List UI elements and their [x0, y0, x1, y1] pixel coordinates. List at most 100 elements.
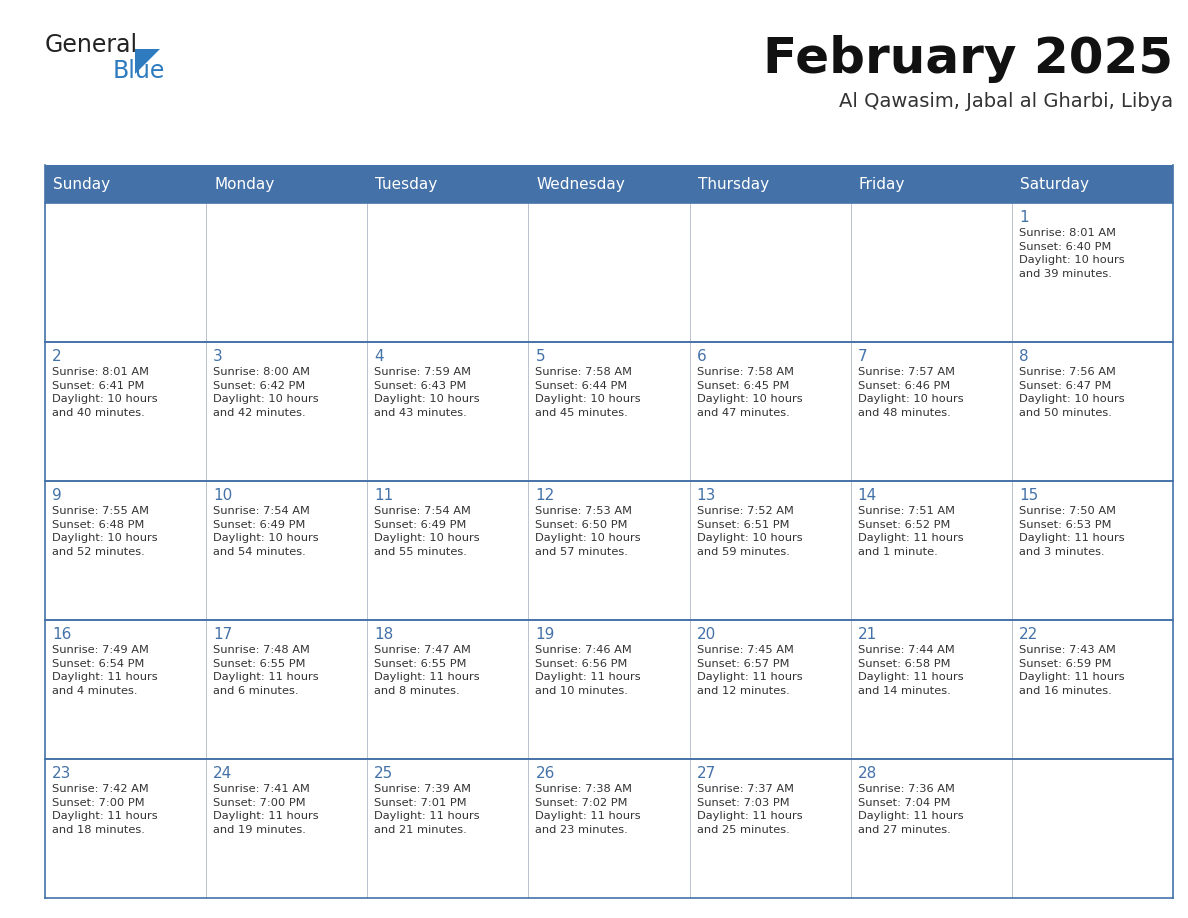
Bar [1012, 620, 1173, 759]
Bar [207, 620, 367, 759]
Bar [367, 203, 529, 342]
Text: Sunrise: 7:38 AM
Sunset: 7:02 PM
Daylight: 11 hours
and 23 minutes.: Sunrise: 7:38 AM Sunset: 7:02 PM Dayligh… [536, 784, 642, 834]
Text: Sunrise: 7:42 AM
Sunset: 7:00 PM
Daylight: 11 hours
and 18 minutes.: Sunrise: 7:42 AM Sunset: 7:00 PM Dayligh… [52, 784, 158, 834]
Text: Sunrise: 7:37 AM
Sunset: 7:03 PM
Daylight: 11 hours
and 25 minutes.: Sunrise: 7:37 AM Sunset: 7:03 PM Dayligh… [696, 784, 802, 834]
Text: 15: 15 [1019, 488, 1038, 503]
Bar [207, 759, 367, 898]
Text: 25: 25 [374, 766, 393, 781]
Text: 24: 24 [213, 766, 233, 781]
Text: Sunrise: 7:58 AM
Sunset: 6:45 PM
Daylight: 10 hours
and 47 minutes.: Sunrise: 7:58 AM Sunset: 6:45 PM Dayligh… [696, 367, 802, 418]
Text: Thursday: Thursday [697, 176, 769, 192]
Text: Sunrise: 7:48 AM
Sunset: 6:55 PM
Daylight: 11 hours
and 6 minutes.: Sunrise: 7:48 AM Sunset: 6:55 PM Dayligh… [213, 645, 318, 696]
Bar [851, 620, 1012, 759]
Bar [367, 342, 529, 481]
Bar [45, 165, 207, 203]
Text: Sunrise: 7:58 AM
Sunset: 6:44 PM
Daylight: 10 hours
and 45 minutes.: Sunrise: 7:58 AM Sunset: 6:44 PM Dayligh… [536, 367, 642, 418]
Text: 2: 2 [52, 349, 62, 364]
Text: 7: 7 [858, 349, 867, 364]
Text: 23: 23 [52, 766, 71, 781]
Bar [367, 620, 529, 759]
Bar [851, 203, 1012, 342]
Bar [529, 481, 689, 620]
Text: 26: 26 [536, 766, 555, 781]
Bar [45, 203, 207, 342]
Text: 3: 3 [213, 349, 223, 364]
Bar [367, 759, 529, 898]
Text: Sunrise: 7:56 AM
Sunset: 6:47 PM
Daylight: 10 hours
and 50 minutes.: Sunrise: 7:56 AM Sunset: 6:47 PM Dayligh… [1019, 367, 1125, 418]
Bar [689, 203, 851, 342]
Polygon shape [135, 49, 160, 74]
Text: 18: 18 [374, 627, 393, 642]
Text: Saturday: Saturday [1019, 176, 1089, 192]
Bar [689, 165, 851, 203]
Text: 5: 5 [536, 349, 545, 364]
Text: 20: 20 [696, 627, 716, 642]
Bar [1012, 481, 1173, 620]
Text: 1: 1 [1019, 210, 1029, 225]
Bar [851, 759, 1012, 898]
Bar [689, 620, 851, 759]
Text: 17: 17 [213, 627, 233, 642]
Text: Sunrise: 8:01 AM
Sunset: 6:40 PM
Daylight: 10 hours
and 39 minutes.: Sunrise: 8:01 AM Sunset: 6:40 PM Dayligh… [1019, 228, 1125, 279]
Text: Sunrise: 7:59 AM
Sunset: 6:43 PM
Daylight: 10 hours
and 43 minutes.: Sunrise: 7:59 AM Sunset: 6:43 PM Dayligh… [374, 367, 480, 418]
Text: Sunrise: 7:51 AM
Sunset: 6:52 PM
Daylight: 11 hours
and 1 minute.: Sunrise: 7:51 AM Sunset: 6:52 PM Dayligh… [858, 506, 963, 557]
Text: 13: 13 [696, 488, 716, 503]
Bar [529, 165, 689, 203]
Text: Blue: Blue [113, 59, 165, 83]
Text: 16: 16 [52, 627, 71, 642]
Bar [207, 165, 367, 203]
Text: 12: 12 [536, 488, 555, 503]
Text: 27: 27 [696, 766, 716, 781]
Bar [851, 342, 1012, 481]
Bar [367, 481, 529, 620]
Text: 22: 22 [1019, 627, 1038, 642]
Text: Sunrise: 7:41 AM
Sunset: 7:00 PM
Daylight: 11 hours
and 19 minutes.: Sunrise: 7:41 AM Sunset: 7:00 PM Dayligh… [213, 784, 318, 834]
Text: Monday: Monday [214, 176, 274, 192]
Text: 19: 19 [536, 627, 555, 642]
Text: Sunrise: 7:39 AM
Sunset: 7:01 PM
Daylight: 11 hours
and 21 minutes.: Sunrise: 7:39 AM Sunset: 7:01 PM Dayligh… [374, 784, 480, 834]
Text: Sunrise: 7:50 AM
Sunset: 6:53 PM
Daylight: 11 hours
and 3 minutes.: Sunrise: 7:50 AM Sunset: 6:53 PM Dayligh… [1019, 506, 1125, 557]
Bar [367, 165, 529, 203]
Text: Sunrise: 7:55 AM
Sunset: 6:48 PM
Daylight: 10 hours
and 52 minutes.: Sunrise: 7:55 AM Sunset: 6:48 PM Dayligh… [52, 506, 158, 557]
Text: Sunrise: 7:36 AM
Sunset: 7:04 PM
Daylight: 11 hours
and 27 minutes.: Sunrise: 7:36 AM Sunset: 7:04 PM Dayligh… [858, 784, 963, 834]
Text: 8: 8 [1019, 349, 1029, 364]
Text: Sunrise: 7:43 AM
Sunset: 6:59 PM
Daylight: 11 hours
and 16 minutes.: Sunrise: 7:43 AM Sunset: 6:59 PM Dayligh… [1019, 645, 1125, 696]
Text: 10: 10 [213, 488, 233, 503]
Bar [1012, 759, 1173, 898]
Bar [45, 342, 207, 481]
Text: Sunrise: 7:46 AM
Sunset: 6:56 PM
Daylight: 11 hours
and 10 minutes.: Sunrise: 7:46 AM Sunset: 6:56 PM Dayligh… [536, 645, 642, 696]
Bar [1012, 203, 1173, 342]
Bar [207, 481, 367, 620]
Text: Sunrise: 7:53 AM
Sunset: 6:50 PM
Daylight: 10 hours
and 57 minutes.: Sunrise: 7:53 AM Sunset: 6:50 PM Dayligh… [536, 506, 642, 557]
Text: 9: 9 [52, 488, 62, 503]
Text: Sunday: Sunday [53, 176, 110, 192]
Text: 4: 4 [374, 349, 384, 364]
Bar [851, 481, 1012, 620]
Text: Sunrise: 7:57 AM
Sunset: 6:46 PM
Daylight: 10 hours
and 48 minutes.: Sunrise: 7:57 AM Sunset: 6:46 PM Dayligh… [858, 367, 963, 418]
Bar [689, 481, 851, 620]
Bar [1012, 165, 1173, 203]
Text: Sunrise: 7:54 AM
Sunset: 6:49 PM
Daylight: 10 hours
and 54 minutes.: Sunrise: 7:54 AM Sunset: 6:49 PM Dayligh… [213, 506, 318, 557]
Text: Sunrise: 7:44 AM
Sunset: 6:58 PM
Daylight: 11 hours
and 14 minutes.: Sunrise: 7:44 AM Sunset: 6:58 PM Dayligh… [858, 645, 963, 696]
Text: February 2025: February 2025 [763, 35, 1173, 83]
Bar [689, 342, 851, 481]
Bar [689, 759, 851, 898]
Bar [45, 759, 207, 898]
Bar [207, 342, 367, 481]
Text: Tuesday: Tuesday [375, 176, 437, 192]
Text: Friday: Friday [859, 176, 905, 192]
Text: 21: 21 [858, 627, 877, 642]
Text: Wednesday: Wednesday [537, 176, 625, 192]
Text: Sunrise: 7:54 AM
Sunset: 6:49 PM
Daylight: 10 hours
and 55 minutes.: Sunrise: 7:54 AM Sunset: 6:49 PM Dayligh… [374, 506, 480, 557]
Bar [851, 165, 1012, 203]
Text: General: General [45, 33, 138, 57]
Bar [529, 203, 689, 342]
Bar [529, 342, 689, 481]
Text: Sunrise: 7:45 AM
Sunset: 6:57 PM
Daylight: 11 hours
and 12 minutes.: Sunrise: 7:45 AM Sunset: 6:57 PM Dayligh… [696, 645, 802, 696]
Text: Sunrise: 7:52 AM
Sunset: 6:51 PM
Daylight: 10 hours
and 59 minutes.: Sunrise: 7:52 AM Sunset: 6:51 PM Dayligh… [696, 506, 802, 557]
Bar [529, 620, 689, 759]
Text: Sunrise: 8:00 AM
Sunset: 6:42 PM
Daylight: 10 hours
and 42 minutes.: Sunrise: 8:00 AM Sunset: 6:42 PM Dayligh… [213, 367, 318, 418]
Text: Sunrise: 7:49 AM
Sunset: 6:54 PM
Daylight: 11 hours
and 4 minutes.: Sunrise: 7:49 AM Sunset: 6:54 PM Dayligh… [52, 645, 158, 696]
Bar [529, 759, 689, 898]
Text: Al Qawasim, Jabal al Gharbi, Libya: Al Qawasim, Jabal al Gharbi, Libya [839, 92, 1173, 111]
